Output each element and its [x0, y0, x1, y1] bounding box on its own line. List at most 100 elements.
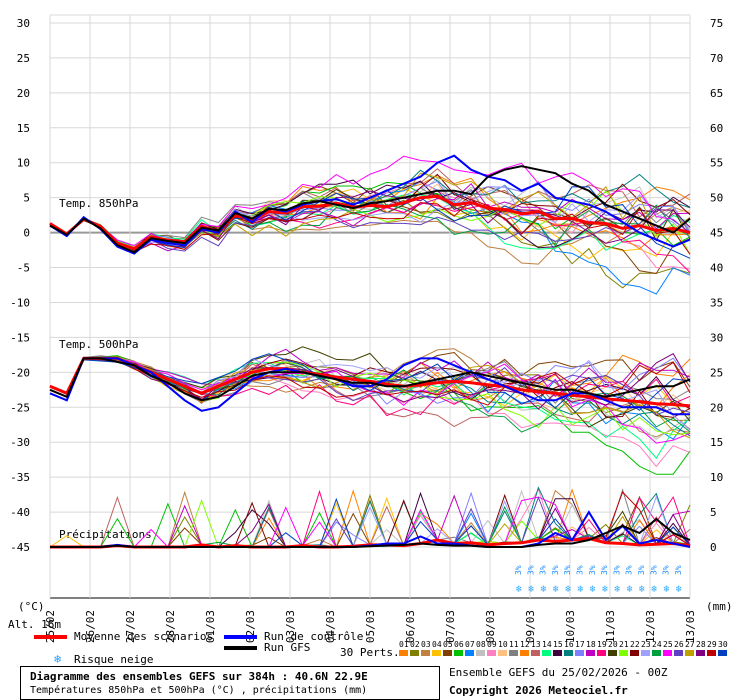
x-tick-label: 09/03 [524, 610, 537, 643]
x-tick-label: 04/03 [324, 610, 337, 643]
left-tick-label: 5 [23, 192, 30, 205]
perturbation-number: 10 [498, 640, 508, 649]
perturbation-number: 06 [454, 640, 464, 649]
right-tick-label: 25 [710, 366, 723, 379]
perturbation-number: 30 [718, 640, 728, 649]
right-tick-label: 5 [710, 506, 717, 519]
x-tick-label: 25/02 [44, 610, 57, 643]
perturbation-swatch [542, 650, 551, 656]
perturbation-swatch [652, 650, 661, 656]
left-tick-label: 30 [17, 17, 30, 30]
legend-mean-label: Moyenne des scénarios [74, 630, 214, 643]
perturbation-swatch [553, 650, 562, 656]
snow-flake-icon: ❄ [528, 584, 535, 595]
perturbation-number: 12 [520, 640, 530, 649]
perturbation-swatch [575, 650, 584, 656]
right-tick-label: 75 [710, 17, 723, 30]
right-tick-label: 15 [710, 436, 723, 449]
perturbation-swatch [630, 650, 639, 656]
perturbation-number: 14 [542, 640, 552, 649]
x-tick-label: 05/03 [364, 610, 377, 643]
right-tick-label: 60 [710, 122, 723, 135]
perturbation-line-t850 [49, 182, 691, 253]
snow-percent: 3% [612, 565, 621, 575]
perturbation-number: 05 [443, 640, 453, 649]
right-tick-label: 10 [710, 471, 723, 484]
snow-flake-icon: ❄ [614, 584, 621, 595]
perturbation-number: 24 [652, 640, 662, 649]
snow-flake-icon: ❄ [602, 584, 609, 595]
perturbation-swatch [432, 650, 441, 656]
perturbation-number: 09 [487, 640, 497, 649]
legend-mean-swatch [34, 635, 67, 639]
perturbation-swatch [531, 650, 540, 656]
left-tick-label: -25 [10, 401, 30, 414]
legend-gfs-label: Run GFS [264, 641, 311, 654]
perturbation-swatch [487, 650, 496, 656]
annotation-t850: Temp. 850hPa [59, 197, 138, 210]
perturbation-swatch [421, 650, 430, 656]
snow-flake-icon: ❄ [578, 584, 585, 595]
left-tick-label: -30 [10, 436, 30, 449]
snow-percent: 3% [600, 565, 609, 575]
snow-percent: 3% [539, 565, 548, 575]
left-tick-label: 15 [17, 122, 30, 135]
snow-flake-icon: ❄ [516, 584, 523, 595]
x-tick-label: 13/03 [684, 610, 697, 643]
perturbation-line-t850 [49, 198, 691, 255]
perturbation-swatch [696, 650, 705, 656]
footer-title: Diagramme des ensembles GEFS sur 384h : … [30, 670, 368, 683]
perturbation-number: 23 [641, 640, 651, 649]
perturbation-number: 02 [410, 640, 420, 649]
annotation-t500: Temp. 500hPa [59, 338, 138, 351]
perturbation-swatch [443, 650, 452, 656]
snow-flake-icon: ❄ [565, 584, 572, 595]
perturbation-swatch [707, 650, 716, 656]
left-tick-label: -45 [10, 541, 30, 554]
perturbation-swatch [410, 650, 419, 656]
perturbation-line-t500 [49, 348, 691, 397]
perturbation-number: 07 [465, 640, 475, 649]
right-tick-label: 0 [710, 541, 717, 554]
perturbation-line-t500 [49, 353, 691, 411]
perturbation-swatch [476, 650, 485, 656]
left-tick-label: 0 [23, 227, 30, 240]
perturbation-number: 21 [619, 640, 629, 649]
snow-percent: 3% [563, 565, 572, 575]
snow-flake-icon: ❄ [590, 584, 597, 595]
series-run-gfs-t850 [49, 165, 691, 254]
snow-flake-icon: ❄ [651, 584, 658, 595]
perturbation-number: 08 [476, 640, 486, 649]
snow-flake-icon: ❄ [54, 652, 62, 666]
left-tick-label: 10 [17, 157, 30, 170]
series-moyenne-des-sc-narios-t850 [49, 194, 691, 251]
right-tick-label: 45 [710, 227, 723, 240]
snow-flake-icon: ❄ [676, 584, 683, 595]
snow-percent: 3% [514, 565, 523, 575]
perturbation-number: 22 [630, 640, 640, 649]
perturbation-swatch [597, 650, 606, 656]
perturbation-number: 18 [586, 640, 596, 649]
perturbation-number: 15 [553, 640, 563, 649]
snow-percent: 3% [551, 565, 560, 575]
perturbation-line-t850 [49, 155, 691, 247]
series-run-gfs-t500 [49, 357, 691, 402]
left-tick-label: -35 [10, 471, 30, 484]
perturbation-swatch [564, 650, 573, 656]
left-tick-label: -40 [10, 506, 30, 519]
x-tick-label: 07/03 [444, 610, 457, 643]
right-tick-label: 50 [710, 192, 723, 205]
perturbation-swatch [520, 650, 529, 656]
snow-flake-icon: ❄ [553, 584, 560, 595]
right-tick-label: 35 [710, 296, 723, 309]
snow-flake-icon: ❄ [664, 584, 671, 595]
perturbation-number: 03 [421, 640, 431, 649]
x-tick-label: 10/03 [564, 610, 577, 643]
right-tick-label: 55 [710, 157, 723, 170]
x-tick-label: 27/02 [124, 610, 137, 643]
series-run-de-contr-le-t850 [49, 154, 691, 255]
x-tick-label: 12/03 [644, 610, 657, 643]
perturbation-swatch [619, 650, 628, 656]
footer-subtitle: Températures 850hPa et 500hPa (°C) , pré… [30, 685, 368, 696]
perturbation-swatch [454, 650, 463, 656]
